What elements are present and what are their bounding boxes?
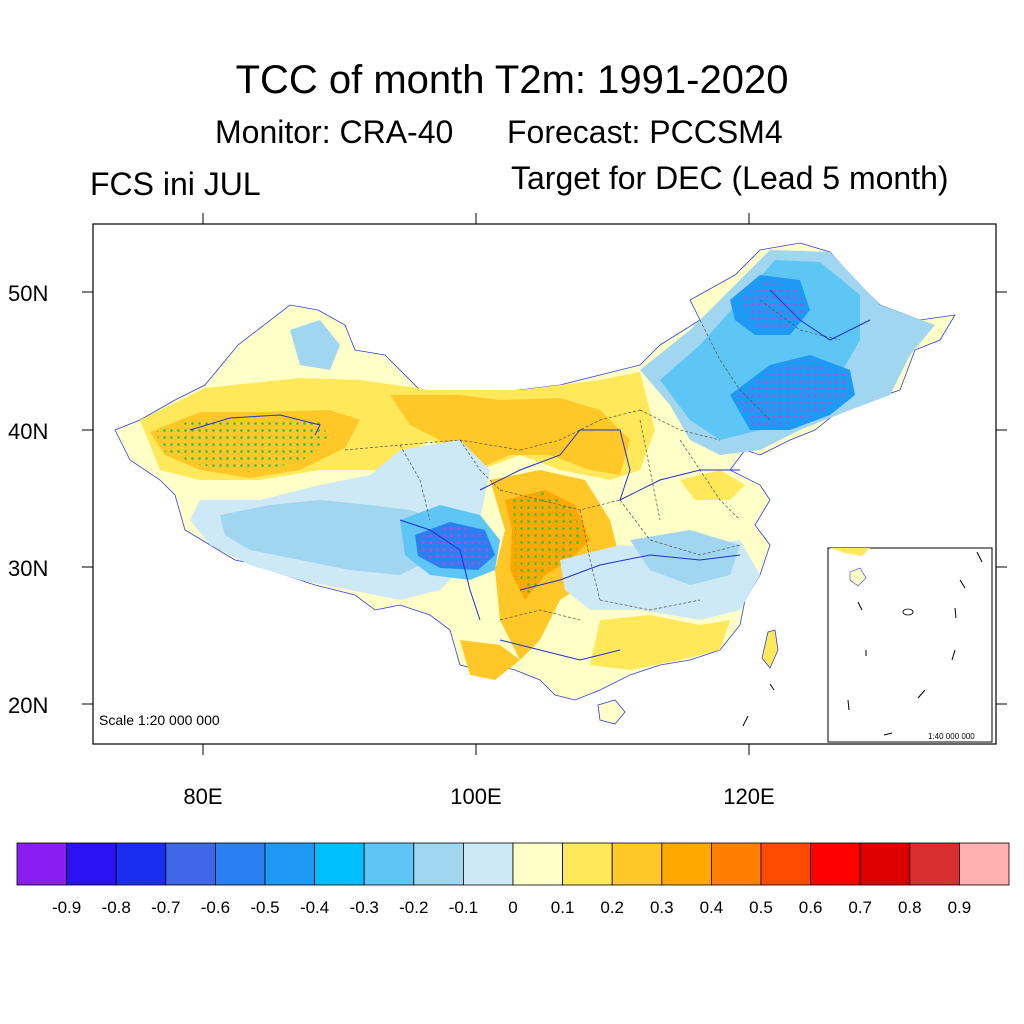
colorbar-tick-label: -0.2 bbox=[399, 898, 429, 917]
lat-label-40n: 40N bbox=[8, 419, 49, 444]
colorbar-tick-label: 0.2 bbox=[600, 898, 624, 917]
lat-label-20n: 20N bbox=[8, 693, 49, 718]
colorbar-tick-label: -0.9 bbox=[51, 898, 82, 917]
colorbar-swatch bbox=[66, 842, 117, 886]
colorbar-tick-label: -0.4 bbox=[299, 898, 330, 917]
china-field bbox=[114, 242, 956, 725]
colorbar bbox=[16, 842, 1010, 886]
colorbar-swatch bbox=[264, 842, 315, 886]
colorbar-swatch bbox=[810, 842, 861, 886]
colorbar-swatch bbox=[363, 842, 415, 886]
colorbar-swatch bbox=[462, 842, 514, 886]
rivers bbox=[189, 289, 871, 661]
colorbar-swatch bbox=[661, 842, 712, 886]
colorbar-swatch bbox=[314, 842, 365, 886]
sea-boundary-dashes bbox=[742, 683, 775, 727]
colorbar-tick-label: -0.3 bbox=[349, 898, 379, 917]
fcs-init-label: FCS ini JUL bbox=[90, 166, 261, 202]
colorbar-swatch bbox=[512, 842, 563, 886]
colorbar-tick-label: 0.9 bbox=[947, 898, 972, 917]
lon-label-100e: 100E bbox=[450, 784, 502, 809]
colorbar-tick-label: -0.8 bbox=[101, 898, 131, 917]
taiwan-island bbox=[761, 629, 779, 669]
colorbar-tick-label: -0.5 bbox=[250, 898, 280, 917]
colorbar-swatch bbox=[16, 842, 67, 886]
colorbar-swatch bbox=[214, 842, 266, 886]
colorbar-swatch bbox=[859, 842, 911, 886]
monitor-label: Monitor: CRA-40 bbox=[215, 114, 454, 150]
colorbar-tick-label: 0.6 bbox=[798, 898, 823, 917]
colorbar-swatch bbox=[413, 842, 464, 886]
colorbar-tick-label: -0.7 bbox=[151, 898, 181, 917]
map-ticks bbox=[82, 213, 1007, 755]
inset-scale-label: 1:40 000 000 bbox=[928, 732, 975, 741]
colorbar-tick-label: 0.5 bbox=[749, 898, 773, 917]
colorbar-tick-label: -0.1 bbox=[448, 898, 479, 917]
colorbar-swatch bbox=[760, 842, 811, 886]
lat-label-30n: 30N bbox=[8, 556, 49, 581]
colorbar-tick-label: 0.1 bbox=[550, 898, 575, 917]
colorbar-swatch bbox=[165, 842, 216, 886]
colorbar-tick-label: 0 bbox=[508, 898, 518, 917]
province-boundaries bbox=[344, 299, 841, 621]
colorbar-swatch bbox=[909, 842, 960, 886]
colorbar-tick-label: 0.8 bbox=[897, 898, 922, 917]
forecast-label: Forecast: PCCSM4 bbox=[507, 114, 783, 150]
target-label: Target for DEC (Lead 5 month) bbox=[511, 160, 949, 196]
colorbar-tick-label: 0.7 bbox=[848, 898, 872, 917]
south-china-sea-inset bbox=[827, 547, 993, 743]
lat-label-50n: 50N bbox=[8, 281, 49, 306]
lon-label-120e: 120E bbox=[723, 784, 775, 809]
colorbar-swatch bbox=[711, 842, 762, 886]
colorbar-tick-label: 0.3 bbox=[649, 898, 674, 917]
map-title: TCC of month T2m: 1991-2020 bbox=[235, 58, 789, 102]
scale-label: Scale 1:20 000 000 bbox=[99, 712, 220, 728]
colorbar-tick-label: 0.4 bbox=[699, 898, 724, 917]
hainan-island bbox=[597, 699, 626, 725]
colorbar-swatch bbox=[115, 842, 167, 886]
lon-label-80e: 80E bbox=[183, 784, 223, 809]
colorbar-swatch bbox=[562, 842, 613, 886]
colorbar-swatch bbox=[611, 842, 663, 886]
colorbar-tick-label: -0.6 bbox=[200, 898, 231, 917]
colorbar-swatch bbox=[959, 842, 1010, 886]
